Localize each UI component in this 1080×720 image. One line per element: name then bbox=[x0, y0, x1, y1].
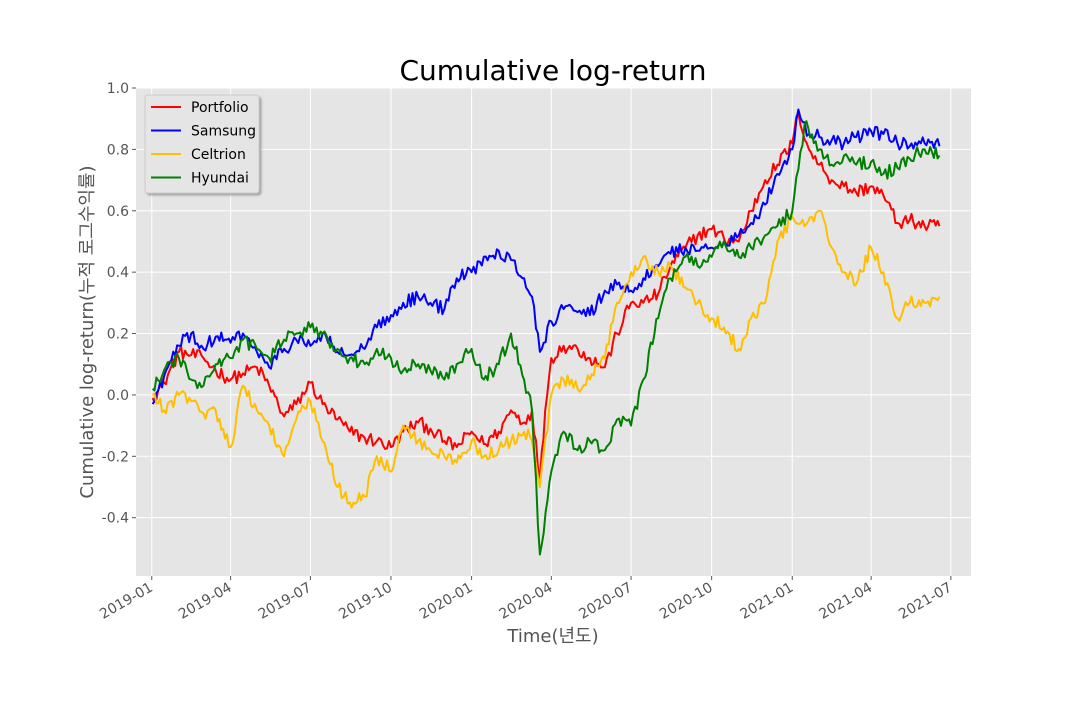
legend-label-samsung: Samsung bbox=[191, 124, 256, 140]
x-tick-label: 2021-01 bbox=[738, 580, 797, 623]
x-tick-label: 2019-10 bbox=[336, 580, 395, 623]
legend-box bbox=[144, 94, 260, 194]
y-tick-label: 0.2 bbox=[107, 327, 129, 343]
x-tick-label: 2021-04 bbox=[816, 580, 875, 623]
y-tick-label: 1.0 bbox=[107, 81, 129, 97]
x-tick-label: 2020-07 bbox=[576, 580, 635, 623]
series-line-samsung bbox=[151, 108, 941, 405]
y-tick-label: -0.2 bbox=[102, 449, 129, 465]
x-tick-label: 2020-04 bbox=[497, 580, 556, 623]
x-tick-label: 2019-07 bbox=[256, 580, 315, 623]
chart-title: Cumulative log-return bbox=[399, 54, 706, 87]
y-tick-label: 0.4 bbox=[107, 265, 129, 281]
plot-area bbox=[136, 88, 971, 576]
x-tick-label: 2020-01 bbox=[417, 580, 476, 623]
series-line-hyundai bbox=[151, 120, 941, 556]
y-tick-label: -0.4 bbox=[102, 511, 129, 527]
grid bbox=[136, 87, 971, 576]
x-tick-label: 2020-10 bbox=[657, 580, 716, 623]
y-axis-label: Cumulative log-return(누적 로그수익률) bbox=[77, 165, 98, 498]
series-line-celtrion bbox=[152, 209, 941, 509]
y-tick-label: 0.0 bbox=[107, 388, 129, 404]
y-tick-label: 0.8 bbox=[107, 142, 129, 158]
series-group bbox=[151, 108, 941, 556]
legend: Portfolio Samsung Celtrion Hyundai bbox=[144, 94, 260, 194]
series-line-portfolio bbox=[151, 111, 941, 482]
legend-label-portfolio: Portfolio bbox=[191, 100, 249, 116]
y-tick-label: 0.6 bbox=[107, 204, 129, 220]
x-tick-label: 2021-07 bbox=[896, 580, 955, 623]
legend-label-hyundai: Hyundai bbox=[191, 171, 249, 187]
x-tick-label: 2019-04 bbox=[176, 580, 235, 623]
x-axis-label: Time(년도) bbox=[506, 626, 598, 647]
x-tick-label: 2019-01 bbox=[97, 580, 156, 623]
legend-label-celtrion: Celtrion bbox=[191, 147, 246, 163]
